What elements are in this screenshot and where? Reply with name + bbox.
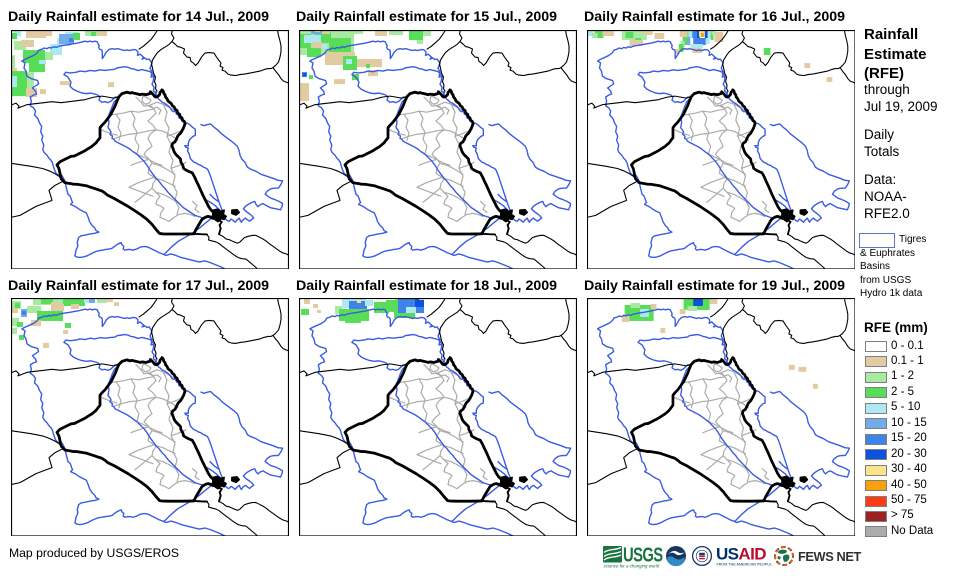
svg-text:USGS: USGS bbox=[623, 544, 663, 566]
svg-text:science for a changing world: science for a changing world bbox=[604, 564, 660, 569]
svg-text:USAID: USAID bbox=[716, 545, 766, 564]
svg-text:FROM THE AMERICAN PEOPLE: FROM THE AMERICAN PEOPLE bbox=[717, 563, 773, 567]
svg-text:FEWS NET: FEWS NET bbox=[798, 549, 861, 564]
